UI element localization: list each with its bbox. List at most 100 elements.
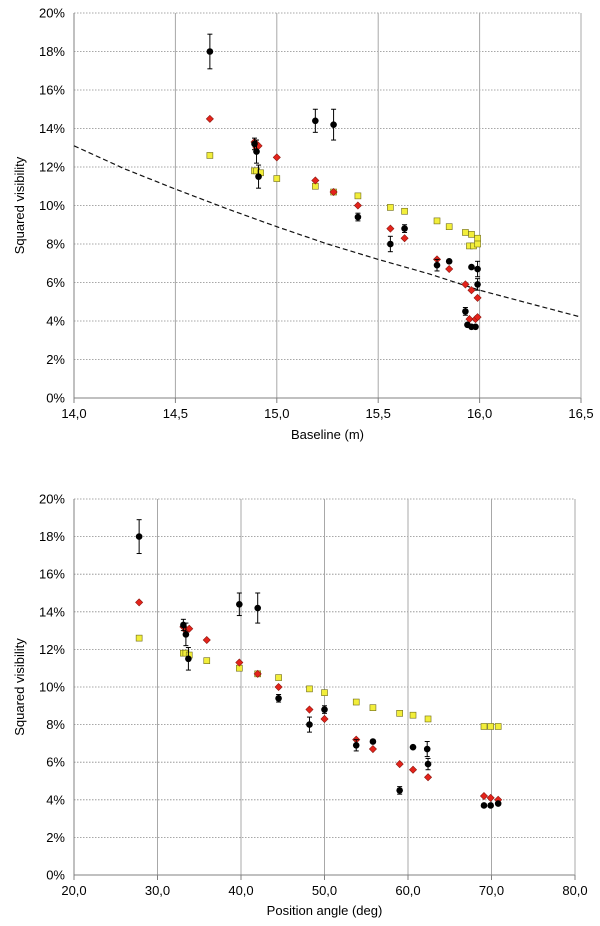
chart1-model-a-point — [353, 201, 362, 210]
chart1-observed-point — [462, 308, 469, 315]
chart1-model-a-point — [205, 114, 214, 123]
chart1-model-b-point — [273, 175, 281, 182]
chart2-x-tick-label: 20,0 — [61, 883, 86, 898]
chart1-y-tick-label: 20% — [39, 6, 65, 21]
chart1-observed-point — [433, 261, 441, 269]
chart1-y-tick-label: 14% — [39, 121, 65, 136]
chart2-model-a-point — [408, 765, 418, 774]
chart2-observed-point — [275, 694, 282, 702]
chart2-x-tick-label: 70,0 — [479, 883, 504, 898]
chart1-y-tick-label: 6% — [46, 275, 65, 290]
chart2-model-b-point — [396, 710, 403, 717]
chart1-observed-point — [253, 148, 260, 155]
chart2-y-tick-label: 18% — [39, 529, 65, 544]
chart1-y-tick-label: 2% — [46, 352, 65, 367]
chart1-x-tick-label: 16,5 — [568, 406, 593, 421]
chart1-observed-point — [474, 281, 481, 288]
chart1-model-b-point — [474, 240, 481, 248]
chart1-model-b-point — [462, 229, 469, 236]
chart1-x-tick-label: 16,0 — [467, 406, 492, 421]
chart2-y-tick-label: 4% — [46, 792, 65, 807]
chart2-observed-point — [423, 745, 431, 753]
chart1-model-a-point — [311, 176, 320, 185]
chart2-observed-point — [409, 743, 417, 751]
chart2-model-b-point — [352, 698, 360, 706]
chart2-y-tick-label: 8% — [46, 717, 65, 732]
chart1-observed-point — [206, 48, 214, 55]
chart2-y-axis-title: Squared visibility — [12, 638, 27, 736]
chart1-model-a-point — [461, 280, 470, 289]
chart1-y-tick-label: 12% — [39, 160, 65, 175]
chart1-x-tick-label: 15,0 — [264, 406, 289, 421]
chart2-model-a-point — [486, 793, 495, 802]
chart2-observed-point — [321, 706, 328, 713]
chart1-model-b-point — [433, 217, 441, 225]
chart2-x-tick-label: 50,0 — [312, 883, 337, 898]
chart2-observed-point — [352, 741, 360, 749]
chart1-observed-point — [401, 225, 408, 232]
chart1-observed-point — [354, 213, 362, 221]
chart2-y-tick-label: 20% — [39, 492, 65, 507]
chart2-model-a-point — [202, 635, 211, 645]
chart1-observed-point — [472, 323, 479, 331]
chart2-observed-point — [306, 721, 313, 728]
chart1-model-b-point — [468, 231, 475, 238]
chart1-model-a-point — [272, 153, 281, 162]
chart2-x-axis-title: Position angle (deg) — [267, 903, 383, 918]
chart2-y-tick-label: 14% — [39, 604, 65, 619]
chart2-y-tick-label: 0% — [46, 868, 65, 883]
chart1-y-axis-title: Squared visibility — [12, 156, 27, 254]
chart1-y-tick-label: 18% — [39, 44, 65, 59]
chart1-y-tick-label: 10% — [39, 198, 65, 213]
chart2-observed-point — [369, 738, 377, 745]
chart1-model-b-point — [354, 192, 362, 200]
chart2-observed-point — [480, 802, 488, 809]
chart2-model-b-point — [409, 711, 417, 719]
chart2-model-b-point — [275, 674, 282, 681]
chart2-model-b-point — [135, 634, 143, 642]
chart1-y-tick-label: 16% — [39, 83, 65, 98]
chart2-observed-point — [254, 604, 261, 612]
chart1-observed-point — [255, 173, 262, 180]
chart2-model-a-point — [274, 682, 283, 692]
chart1-model-a-point — [473, 313, 482, 322]
chart2-model-b-point — [203, 657, 211, 664]
chart1-model-a-point — [467, 286, 476, 295]
chart2-model-b-point — [487, 723, 494, 730]
chart1-observed-point — [474, 265, 481, 273]
chart2-observed-point — [487, 802, 494, 809]
chart2-observed-point — [494, 800, 502, 807]
chart2-model-b-point — [369, 704, 377, 711]
chart2-model-a-point — [185, 624, 194, 633]
chart2-x-tick-label: 30,0 — [145, 883, 170, 898]
chart2-model-b-point — [480, 723, 488, 730]
chart2-model-a-point — [253, 669, 262, 678]
chart2-model-a-point — [320, 714, 329, 723]
chart2-observed-point — [135, 533, 143, 540]
chart2-observed-point — [185, 655, 192, 663]
chart2-x-tick-label: 60,0 — [395, 883, 420, 898]
chart2-model-a-point — [235, 658, 244, 667]
position-angle-chart: 0% 2% 4% 6% 8% 10% 12% 14% 16% 18% 20% 20,0 30,0 40,0… — [12, 492, 588, 919]
chart2-y-tick-label: 10% — [39, 680, 65, 695]
chart2-observed-point — [396, 787, 403, 794]
chart1-x-tick-label: 14,0 — [61, 406, 86, 421]
chart2-x-tick-label: 40,0 — [228, 883, 253, 898]
chart1-model-a-point — [473, 293, 482, 302]
chart1-model-a-point — [400, 234, 409, 243]
chart2-model-b-point — [494, 723, 502, 730]
chart1-model-b-point — [401, 207, 408, 215]
chart1-model-a-point — [445, 265, 454, 274]
chart1-x-axis-title: Baseline (m) — [291, 427, 364, 442]
chart1-observed-point — [312, 117, 319, 125]
chart1-model-a-point — [386, 224, 395, 233]
chart2-model-a-point — [135, 598, 144, 607]
chart1-observed-point — [330, 121, 337, 128]
chart2-model-a-point — [479, 792, 489, 801]
chart2-model-a-point — [395, 760, 404, 769]
chart2-model-a-point — [305, 705, 314, 714]
chart1-y-tick-label: 4% — [46, 314, 65, 329]
chart1-y-tick-label: 0% — [46, 391, 65, 406]
